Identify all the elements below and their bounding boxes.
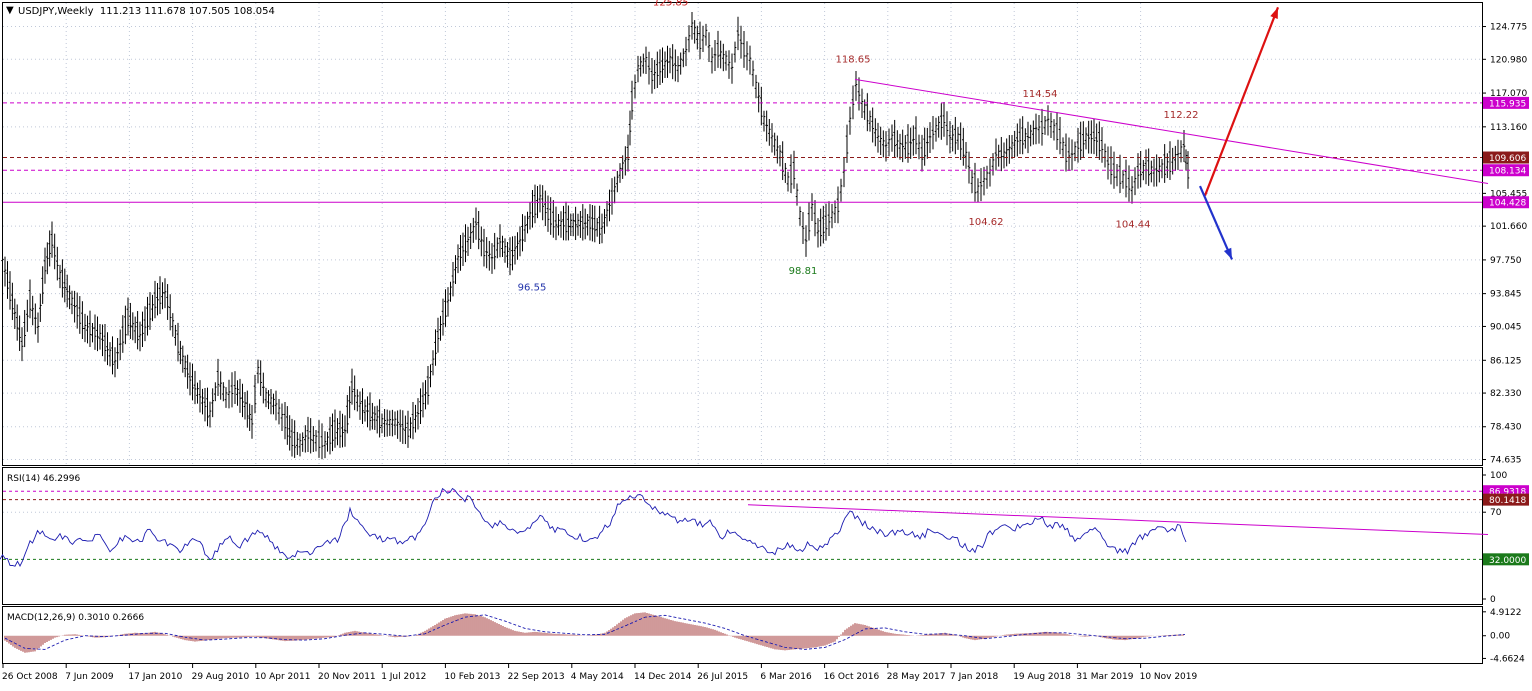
macd-tick-label: 4.9122	[1490, 608, 1522, 618]
price-tick-label: 120.980	[1490, 55, 1527, 65]
x-tick-label: 26 Jul 2015	[697, 672, 748, 682]
macd-label: MACD(12,26,9) 0.3010 0.2666	[7, 613, 144, 623]
rsi-level-tag	[1483, 493, 1529, 506]
level-tag	[1483, 151, 1529, 164]
x-tick-label: 10 Apr 2011	[255, 672, 311, 682]
rsi-tick-label: 70	[1490, 508, 1502, 518]
price-tick-label: 124.775	[1490, 23, 1527, 33]
rsi-trendline	[747, 504, 1489, 536]
macd-signal-line	[4, 614, 1186, 650]
x-tick-label: 6 Mar 2016	[760, 672, 812, 682]
price-annotation: 98.81	[789, 266, 818, 277]
x-tick-label: 20 Nov 2011	[318, 672, 376, 682]
rsi-level-tag-label: 86.9318	[1489, 488, 1526, 498]
macd-tick-label: -4.6624	[1490, 654, 1525, 664]
level-tag-label: 104.428	[1489, 199, 1526, 209]
x-tick-label: 4 May 2014	[571, 672, 624, 682]
rsi-level-tag-label: 80.1418	[1489, 496, 1526, 506]
x-tick-label: 14 Dec 2014	[634, 672, 692, 682]
grid-layer	[3, 3, 1482, 465]
price-tick-label: 101.660	[1490, 222, 1527, 232]
rsi-layer	[0, 487, 1489, 567]
price-annotation: 125.85	[654, 0, 689, 9]
price-tick-label: 93.845	[1490, 290, 1522, 300]
price-tick-label: 90.045	[1490, 322, 1522, 332]
axis-layer: 26 Oct 2008 7 Jun 2009 17 Jan 2010 29 Aug 2…	[2, 23, 1529, 682]
price-annotation: 96.55	[518, 283, 547, 294]
rsi-tick-label: 0	[1490, 595, 1496, 605]
up-arrow-head	[1270, 7, 1278, 20]
price-annotation: 112.22	[1164, 110, 1199, 121]
rsi-level-tag-label: 32.0000	[1489, 556, 1526, 566]
price-tick-label: 78.430	[1490, 423, 1522, 433]
level-tag	[1483, 96, 1529, 109]
level-tag-label: 109.606	[1489, 154, 1526, 164]
price-annotation: 114.54	[1023, 89, 1058, 100]
price-annotation: 104.44	[1116, 220, 1151, 231]
x-tick-label: 19 Aug 2018	[1013, 672, 1071, 682]
x-tick-label: 29 Aug 2010	[192, 672, 250, 682]
x-tick-label: 1 Jul 2012	[381, 672, 426, 682]
overlay-layer: 125.85 118.65 114.54 112.22 104.62 104.44 96.5…	[3, 0, 1489, 294]
down-arrow-head	[1223, 247, 1232, 260]
up-arrow-shaft	[1203, 6, 1280, 196]
x-tick-label: 16 Oct 2016	[824, 672, 880, 682]
price-tick-label: 74.635	[1490, 456, 1522, 466]
price-tick-label: 86.125	[1490, 356, 1522, 366]
rsi-line	[0, 487, 1187, 567]
macd-panel	[2, 606, 1483, 664]
price-annotation: 104.62	[969, 217, 1004, 228]
chart-header: USDJPY,Weekly 111.213 111.678 107.505 10…	[18, 6, 275, 17]
rsi-panel	[2, 467, 1483, 605]
price-tick-label: 113.160	[1490, 123, 1527, 133]
x-tick-label: 28 May 2017	[887, 672, 946, 682]
price-tick-label: 82.330	[1490, 389, 1522, 399]
x-tick-label: 10 Nov 2019	[1140, 672, 1198, 682]
x-tick-label: 22 Sep 2013	[508, 672, 565, 682]
x-tick-label: 26 Oct 2008	[2, 672, 58, 682]
level-tag-label: 115.935	[1489, 99, 1526, 109]
price-trendline	[854, 78, 1489, 184]
rsi-tick-label: 100	[1490, 471, 1507, 481]
x-tick-label: 7 Jan 2018	[950, 672, 998, 682]
price-tick-label: 105.455	[1490, 189, 1527, 199]
x-tick-label: 10 Feb 2013	[444, 672, 500, 682]
price-tick-label: 117.070	[1490, 89, 1527, 99]
macd-layer	[4, 612, 1186, 653]
price-annotation: 118.65	[836, 55, 871, 66]
x-tick-label: 7 Jun 2009	[65, 672, 114, 682]
rsi-level-tag	[1483, 553, 1529, 566]
level-tag	[1483, 196, 1529, 209]
price-panel	[2, 2, 1483, 466]
rsi-label: RSI(14) 46.2996	[7, 474, 80, 484]
x-tick-label: 31 Mar 2019	[1076, 672, 1133, 682]
price-layer	[1, 12, 1190, 460]
down-arrow-shaft	[1198, 185, 1234, 260]
x-tick-label: 17 Jan 2010	[128, 672, 182, 682]
chart-header-arrow[interactable]: ▼	[6, 5, 14, 16]
level-tag	[1483, 164, 1529, 177]
level-tag-label: 108.134	[1489, 167, 1526, 177]
macd-tick-label: 0.00	[1490, 632, 1510, 642]
price-tick-label: 97.750	[1490, 256, 1522, 266]
